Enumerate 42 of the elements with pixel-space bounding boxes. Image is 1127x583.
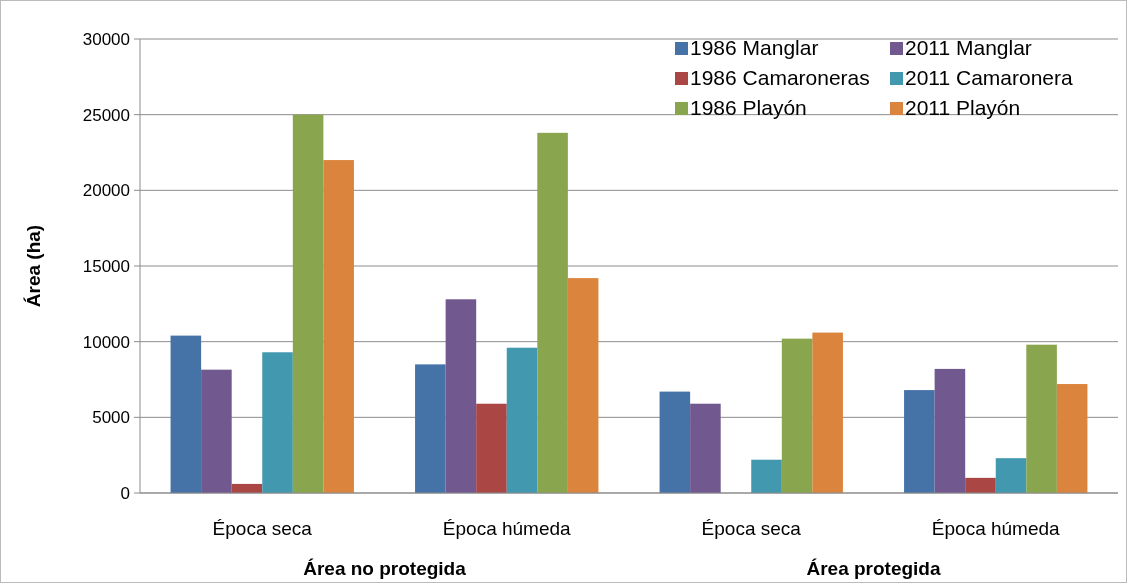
bar — [934, 368, 966, 493]
legend-label: 2011 Manglar — [905, 36, 1032, 60]
bar — [965, 477, 996, 493]
y-tick-label: 30000 — [82, 29, 130, 49]
y-tick-label: 10000 — [82, 332, 130, 352]
legend-label: 1986 Camaroneras — [690, 66, 870, 90]
bar — [659, 391, 691, 493]
bar — [201, 369, 232, 493]
y-tick-label: 0 — [120, 483, 130, 503]
text: Área no protegida — [303, 558, 467, 579]
bar — [904, 390, 935, 493]
y-tick-label: 15000 — [82, 256, 130, 276]
x-tick-label: Época húmeda — [442, 518, 572, 539]
text: Área protegida — [806, 558, 941, 579]
x-tick-label: Época seca — [212, 518, 313, 539]
y-tick-label: 5000 — [92, 408, 130, 428]
bar — [292, 114, 324, 493]
legend-label: 2011 Camaronera — [905, 66, 1074, 90]
bar — [1026, 344, 1057, 493]
bar — [537, 132, 568, 493]
bar — [995, 458, 1027, 493]
bar — [170, 335, 202, 493]
x-tick-label: Época seca — [701, 518, 802, 539]
bar — [506, 347, 538, 493]
y-axis-title: Área (ha) — [23, 224, 44, 308]
legend-label: 2011 Playón — [905, 96, 1021, 120]
y-tick-label: 25000 — [82, 105, 130, 125]
bar — [323, 160, 354, 493]
bar — [567, 278, 599, 493]
bar — [262, 352, 293, 493]
bar — [690, 403, 721, 493]
y-tick-label: 20000 — [82, 181, 130, 201]
bar — [812, 332, 843, 493]
bar — [476, 403, 507, 493]
bar — [781, 338, 813, 493]
x-tick-label: Época húmeda — [931, 518, 1061, 539]
bar — [1056, 384, 1088, 493]
bar — [415, 364, 446, 493]
legend-label: 1986 Manglar — [690, 36, 819, 60]
legend-label: 1986 Playón — [690, 96, 807, 120]
bar — [751, 459, 782, 493]
bar — [445, 299, 477, 493]
